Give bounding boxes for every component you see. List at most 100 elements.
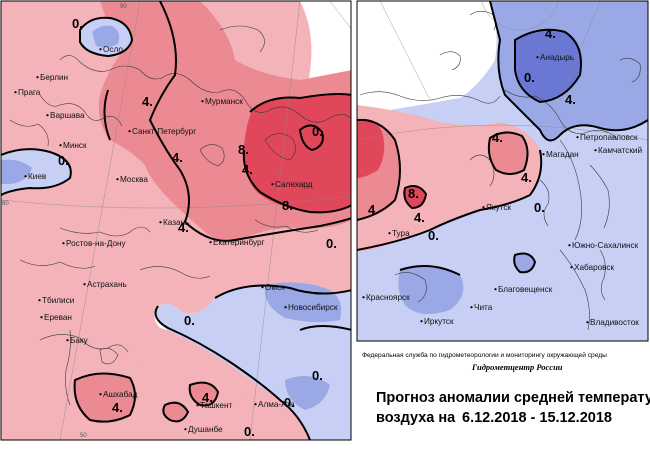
city-label: Мурманск	[205, 97, 243, 106]
west-isoline-labels: 0. 4. 4. 4. 8. 0. 8. 4. 0. 0. 0. 4. 4. 0…	[58, 16, 337, 439]
west-city-labels: Осло Берлин Прага Варшава Мурманск Санкт…	[14, 45, 338, 434]
city-marker	[83, 283, 86, 286]
city-label: Тбилиси	[42, 296, 74, 305]
city-label: Астрахань	[87, 280, 127, 289]
east-city-labels: Анадырь Петропавловск Камчатский Магадан…	[362, 53, 642, 327]
city-label: Алма-Ата	[258, 400, 295, 409]
isoline-label: 4.	[242, 162, 253, 177]
city-marker	[201, 100, 204, 103]
city-label: Иркутск	[424, 317, 454, 326]
east-cold-blob	[398, 266, 464, 314]
east-warm-core	[357, 118, 385, 178]
isoline-label: 4.	[492, 130, 503, 145]
east-isolines	[357, 1, 648, 276]
east-map: 4. 0. 4. 4. 8. 4. 4. 4. 0. 0. Анадырь Пе…	[357, 1, 648, 341]
isoline-label: 8.	[282, 198, 293, 213]
city-marker	[36, 76, 39, 79]
city-label: Берлин	[40, 73, 68, 82]
city-marker	[586, 321, 589, 324]
city-label: Камчатский	[598, 146, 642, 155]
city-label: Хабаровск	[574, 263, 615, 272]
isoline-label: 4.	[202, 390, 213, 405]
isoline-0-oslo	[79, 16, 134, 58]
isoline-0-kiev	[1, 148, 72, 196]
west-graticule	[1, 1, 351, 440]
city-label: Прага	[18, 88, 41, 97]
city-label: Баку	[70, 336, 89, 345]
title-line2-prefix: воздуха на	[376, 410, 456, 426]
west-warm-area-south-mid2	[189, 382, 218, 406]
city-marker	[576, 136, 579, 139]
city-label: Якутск	[486, 203, 511, 212]
city-marker	[388, 232, 391, 235]
city-marker	[594, 149, 597, 152]
isoline-4-main	[148, 1, 351, 242]
east-cold-core-anadyr	[515, 29, 581, 102]
isoline-8	[242, 93, 351, 214]
city-marker	[99, 393, 102, 396]
isoline-label: 4.	[521, 170, 532, 185]
city-marker	[24, 175, 27, 178]
city-marker	[536, 56, 539, 59]
west-coastlines	[9, 25, 351, 406]
isoline-label: 8.	[238, 142, 249, 157]
isoline-0-east	[298, 124, 324, 152]
city-marker	[40, 316, 43, 319]
city-marker	[62, 242, 65, 245]
city-marker	[261, 286, 264, 289]
city-marker	[184, 428, 187, 431]
city-marker	[128, 130, 131, 133]
west-cold-core-kiev	[1, 159, 32, 184]
city-marker	[420, 320, 423, 323]
east-warm-core2	[404, 186, 426, 208]
west-cold-core-oslo	[92, 25, 120, 48]
city-label: Москва	[120, 175, 148, 184]
city-marker	[59, 144, 62, 147]
isoline-label: 0.	[244, 424, 255, 439]
city-marker	[38, 299, 41, 302]
city-label: Душанбе	[188, 425, 223, 434]
city-label: Санкт-Петербург	[132, 127, 196, 136]
isoline-4-west	[103, 89, 111, 141]
isoline-label: 0.	[524, 70, 535, 85]
east-warm-magadan	[488, 132, 528, 174]
east-map-frame	[356, 0, 649, 342]
city-label: Ташкент	[200, 401, 233, 410]
city-label: Омск	[265, 283, 285, 292]
title-period: 6.12.2018 - 15.12.2018	[462, 410, 612, 426]
city-label: Ереван	[44, 313, 72, 322]
west-isolines	[1, 1, 351, 440]
west-warm-area-south-mid3	[163, 402, 188, 422]
city-marker	[209, 241, 212, 244]
west-warm-core	[243, 94, 351, 212]
isoline-0-siberia	[154, 284, 351, 440]
isoline-8-tura	[403, 185, 428, 210]
isoline-4-magadan	[487, 131, 529, 175]
agency-credit: Федеральная служба по гидрометеорологии …	[362, 351, 607, 359]
city-label: Салехард	[275, 180, 313, 189]
city-label: Благовещенск	[498, 285, 553, 294]
city-label: Осло	[103, 45, 123, 54]
isoline-label: 4.	[368, 202, 379, 217]
west-warm-area-south-mid	[74, 373, 135, 422]
isoline-label: 0.	[534, 200, 545, 215]
city-marker	[568, 244, 571, 247]
city-label: Казань	[163, 218, 189, 227]
isoline-label: 4.	[172, 150, 183, 165]
city-label: Владивосток	[590, 318, 639, 327]
city-label: Чита	[474, 303, 493, 312]
city-label: Красноярск	[366, 293, 410, 302]
city-marker	[116, 178, 119, 181]
east-isoline-labels: 4. 0. 4. 4. 8. 4. 4. 4. 0. 0.	[368, 26, 576, 243]
isoline-label: 4.	[112, 400, 123, 415]
city-label: Анадырь	[540, 53, 574, 62]
isoline-0-chita	[399, 265, 461, 276]
city-marker	[494, 288, 497, 291]
isoline-label: 4.	[545, 26, 556, 41]
isoline-label: 0.	[58, 153, 69, 168]
isoline-4-dushanbe	[162, 401, 190, 423]
city-label: Минск	[63, 141, 87, 150]
city-marker	[66, 339, 69, 342]
city-marker	[254, 403, 257, 406]
